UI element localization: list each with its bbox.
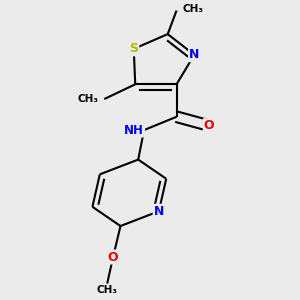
Text: O: O [108,250,118,263]
Text: S: S [129,42,138,56]
Text: CH₃: CH₃ [182,4,203,14]
Text: O: O [204,119,214,132]
Text: CH₃: CH₃ [97,285,118,295]
Text: N: N [189,48,200,61]
Text: N: N [154,205,164,218]
Text: CH₃: CH₃ [77,94,98,104]
Text: NH: NH [124,124,144,136]
